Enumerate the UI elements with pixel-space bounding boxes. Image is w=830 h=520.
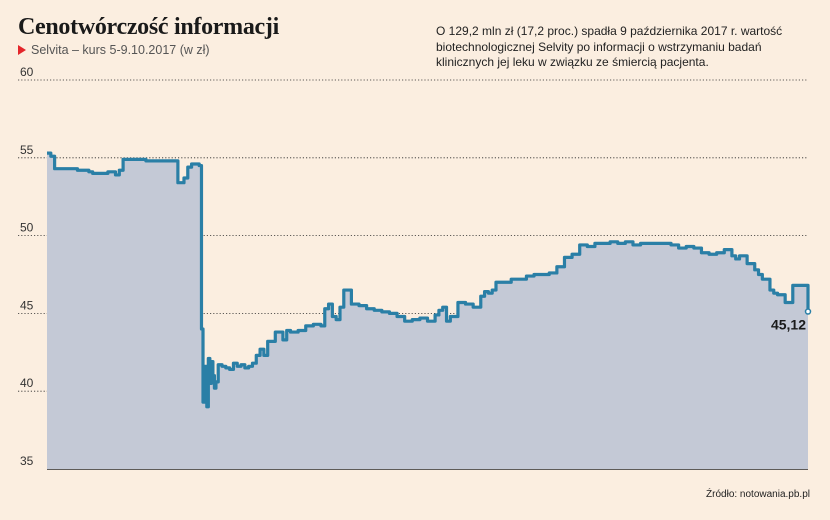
y-tick-label-40: 40 xyxy=(20,376,34,390)
last-value-label: 45,12 xyxy=(771,317,806,333)
subtitle-text: Selvita – kurs 5-9.10.2017 (w zł) xyxy=(31,43,210,57)
y-axis-ticks: 35 40 45 50 55 60 xyxy=(20,65,34,468)
y-tick-label-45: 45 xyxy=(20,298,34,312)
red-triangle-icon xyxy=(18,45,26,55)
y-tick-label-55: 55 xyxy=(20,143,34,157)
annotation-text: O 129,2 mln zł (17,2 proc.) spadła 9 paź… xyxy=(436,24,783,69)
last-value-layer: 45,12 xyxy=(771,308,812,333)
y-tick-label-50: 50 xyxy=(20,221,34,235)
chart-subtitle: Selvita – kurs 5-9.10.2017 (w zł) xyxy=(18,43,210,57)
source-note: Źródło: notowania.pb.pl xyxy=(706,489,810,500)
price-area xyxy=(47,153,808,469)
price-line xyxy=(47,151,810,409)
y-tick-label-35: 35 xyxy=(20,454,34,468)
chart-title: Cenotwórczość informacji xyxy=(18,14,279,40)
last-point-marker xyxy=(804,308,812,315)
y-tick-label-60: 60 xyxy=(20,65,34,79)
